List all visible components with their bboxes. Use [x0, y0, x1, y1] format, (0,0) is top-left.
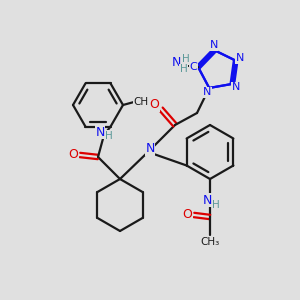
- Text: N: N: [145, 142, 155, 155]
- Text: O: O: [182, 208, 192, 221]
- Text: H: H: [182, 54, 189, 64]
- Text: N: N: [203, 88, 211, 98]
- Text: H: H: [105, 131, 113, 141]
- Text: O: O: [149, 98, 159, 112]
- Text: N: N: [232, 82, 240, 92]
- Text: CH₃: CH₃: [200, 237, 220, 247]
- Text: N: N: [202, 194, 212, 206]
- Text: O: O: [68, 148, 78, 160]
- Text: C: C: [189, 61, 197, 71]
- Text: N: N: [209, 40, 218, 50]
- Text: N: N: [236, 53, 244, 63]
- Text: CH₃: CH₃: [134, 97, 153, 107]
- Text: N: N: [172, 56, 181, 69]
- Text: H: H: [179, 64, 187, 74]
- Text: N: N: [95, 125, 105, 139]
- Text: H: H: [212, 200, 220, 210]
